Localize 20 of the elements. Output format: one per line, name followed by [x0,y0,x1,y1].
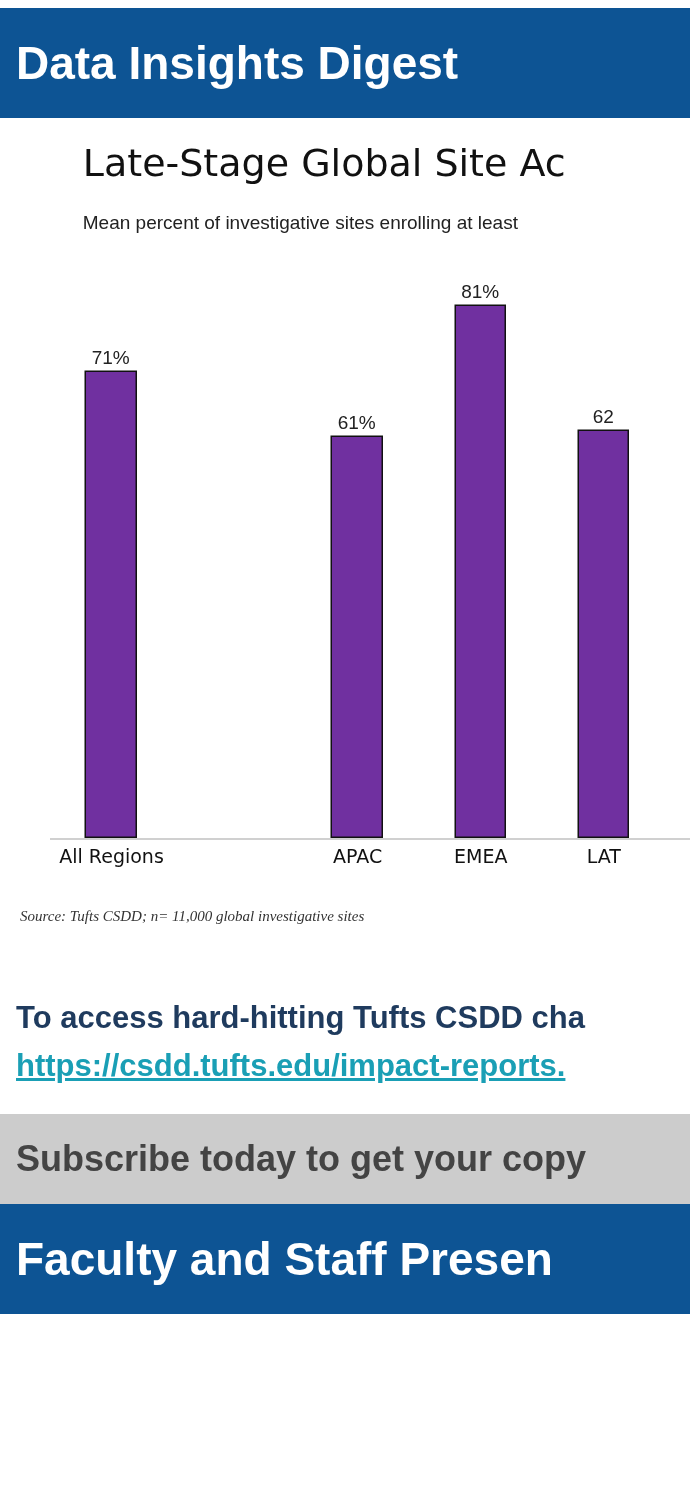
x-tick-label: APAC [333,844,383,867]
bar [330,435,383,838]
data-label: 81% [461,281,500,303]
chart-subtitle: Mean percent of investigative sites enrolling at least [82,211,519,233]
bar [454,304,506,838]
x-tick-label: All Regions [59,844,164,867]
source-note: Source: Tufts CSDD; n= 11,000 global investigative sites [19,908,366,925]
text: Faculty and Staff Presen [0,1204,690,1314]
bar [84,370,137,838]
text: Data Insights Digest [0,8,690,118]
x-tick-label: EMEA [454,844,508,867]
x-tick-label: LAT [586,844,622,867]
text: Subscribe today to get your copy [0,1114,690,1204]
bar [577,429,629,838]
text: To access hard-hitting Tufts CSDD cha [15,1000,587,1036]
data-label: 71% [91,347,130,369]
chart-title: Late-Stage Global Site Ac [82,140,566,185]
data-label: 61% [337,412,376,434]
data-label: 62 [592,406,614,428]
text: https://csdd.tufts.edu/impact-reports. [15,1048,567,1084]
